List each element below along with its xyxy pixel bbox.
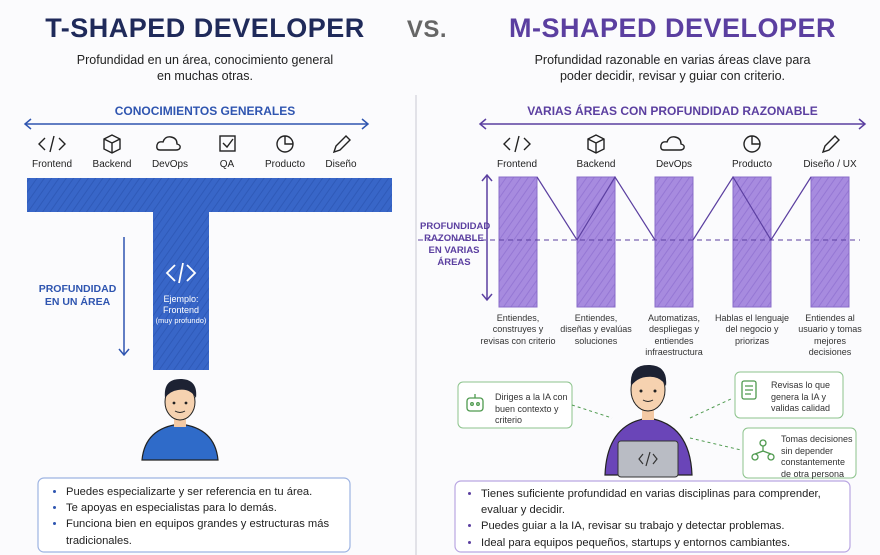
column-description: Entiendes, construyes y revisas con crit… xyxy=(480,313,556,346)
t-stem xyxy=(153,211,209,370)
area-icons xyxy=(38,134,351,154)
column xyxy=(810,176,850,308)
person-t xyxy=(141,378,219,461)
bullet: Ideal para equipos pequeños, startups y … xyxy=(481,535,856,551)
column-description: Entiendes, diseñas y evalúas soluciones xyxy=(560,313,632,346)
breadth-label: VARIAS ÁREAS CON PROFUNDIDAD RAZONABLE xyxy=(527,104,818,118)
column xyxy=(576,176,616,308)
depth-arrow-m xyxy=(481,173,493,302)
area-label: Producto xyxy=(731,159,773,170)
breadth-arrow-m xyxy=(478,118,867,130)
callout-icons xyxy=(466,380,775,461)
area-label: QA xyxy=(219,159,235,170)
area-label: DevOps xyxy=(151,159,189,170)
t-bullets-box xyxy=(37,477,351,553)
breadth-label: CONOCIMIENTOS GENERALES xyxy=(114,104,296,118)
t-bullets: Puedes especializarte y ser referencia e… xyxy=(50,484,356,549)
m-bullets: Tienes suficiente profundidad en varias … xyxy=(465,486,856,551)
area-label: Diseño / UX xyxy=(803,159,857,170)
area-label: Backend xyxy=(576,159,616,170)
t-bar xyxy=(27,178,392,212)
column-description: Automatizas, despliegas y entiendes infr… xyxy=(645,313,703,357)
code-icon xyxy=(165,262,197,284)
callout-text: Tomas decisiones sin depender constantem… xyxy=(781,434,853,480)
column xyxy=(498,176,538,308)
area-label: Diseño xyxy=(325,159,357,170)
m-lines xyxy=(536,175,812,242)
column xyxy=(732,176,772,308)
callout-box xyxy=(742,427,857,479)
bullet: Puedes especializarte y ser referencia e… xyxy=(66,484,356,500)
title: M-SHAPED DEVELOPER xyxy=(508,13,837,43)
area-icons-m xyxy=(503,134,840,154)
area-label: Backend xyxy=(92,159,132,170)
subtitle: Profundidad razonable en varias áreas cl… xyxy=(534,53,811,83)
example-line: Frontend xyxy=(162,304,200,315)
vs-label: VS. xyxy=(406,16,448,43)
bullet: Te apoyas en especialistas para lo demás… xyxy=(66,500,356,516)
bullet: Puedes guiar a la IA, revisar su trabajo… xyxy=(481,518,856,534)
person-m xyxy=(604,364,693,478)
example-label: Ejemplo: Frontend (muy profundo) xyxy=(153,294,209,325)
breadth-arrow xyxy=(23,118,370,130)
m-columns xyxy=(498,176,850,308)
title: T-SHAPED DEVELOPER xyxy=(45,13,365,43)
bullet: Tienes suficiente profundidad en varias … xyxy=(481,486,856,518)
depth-label: PROFUNDIDAD RAZONABLE EN VARIAS ÁREAS xyxy=(420,221,491,268)
column-description: Hablas el lenguaje del negocio y prioriz… xyxy=(714,313,790,346)
column-description: Entiendes al usuario y tomas mejores dec… xyxy=(798,313,862,357)
column xyxy=(654,176,694,308)
area-label: Producto xyxy=(264,159,306,170)
callout-box xyxy=(734,371,844,419)
example-line: (muy profundo) xyxy=(155,315,207,325)
callout-text: Diriges a la IA con buen contexto y crit… xyxy=(495,392,568,426)
depth-label: PROFUNDIDAD EN UN ÁREA xyxy=(38,283,117,309)
area-label: Frontend xyxy=(496,159,538,170)
callout-text: Revisas lo que genera la IA y validas ca… xyxy=(771,380,831,414)
callout-arrows xyxy=(571,397,742,451)
m-bullets-box xyxy=(454,480,851,553)
subtitle: Profundidad en un área, conocimiento gen… xyxy=(76,53,334,83)
bullet: Funciona bien en equipos grandes y estru… xyxy=(66,516,356,548)
example-line: Ejemplo: xyxy=(163,294,199,304)
area-label: Frontend xyxy=(31,159,73,170)
area-label: DevOps xyxy=(655,159,693,170)
depth-arrow xyxy=(118,237,130,357)
